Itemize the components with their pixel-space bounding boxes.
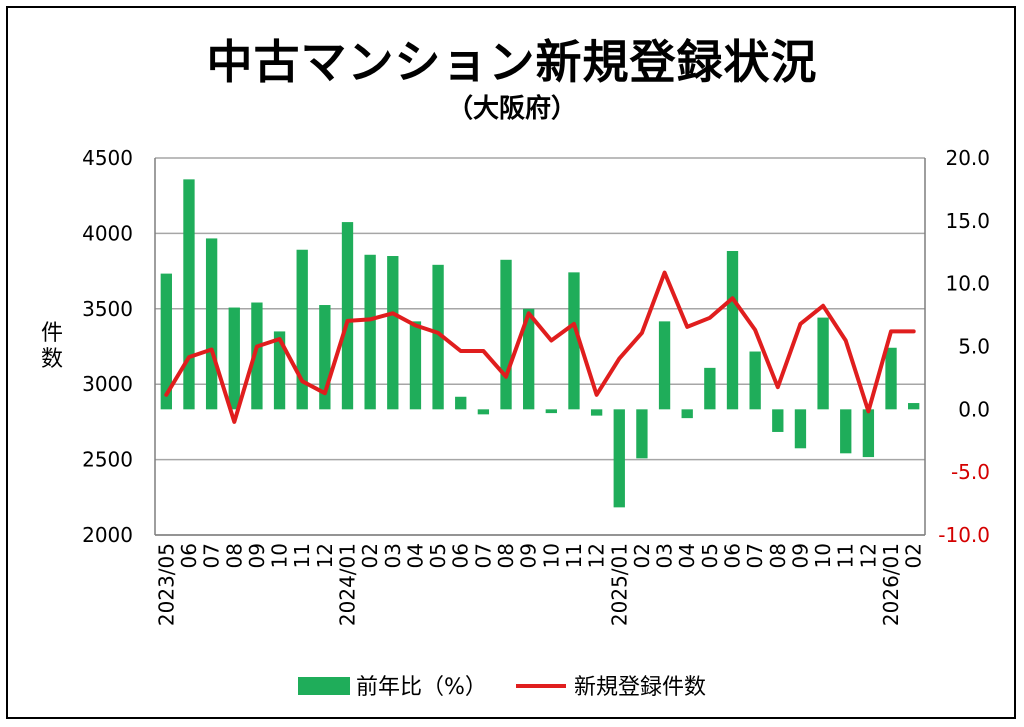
legend-bar-swatch [298,677,350,695]
bar [364,254,376,410]
bar [862,409,875,458]
x-tick-label: 11 [562,543,586,568]
x-tick-label: 09 [517,543,541,568]
right-axis-ticks: 20.0 15.0 10.0 5.0 0.0 -5.0 -10.0 [938,146,990,547]
bar [228,307,240,410]
x-tick-label: 05 [426,543,450,568]
x-tick-label: 11 [834,543,858,568]
chart-subtitle: （大阪府） [446,94,577,124]
bar [432,264,444,410]
bar [409,321,422,410]
legend-line-label: 新規登録件数 [574,675,706,700]
x-tick-label: 06 [721,543,745,568]
x-tick-label: 03 [381,543,405,568]
x-tick-label: 06 [449,543,473,568]
bar [772,409,784,432]
left-axis-label-char: 件 [41,321,63,346]
bar [296,249,308,410]
x-tick-label: 07 [743,543,767,568]
bar [273,331,286,410]
x-tick-label: 10 [539,543,563,568]
bar [908,403,920,410]
legend-bar-label: 前年比（%） [356,675,487,700]
right-tick-label: 10.0 [945,272,990,296]
x-tick-label: 05 [698,543,722,568]
right-tick-label: 0.0 [958,397,990,421]
bar [794,409,807,449]
bar [477,409,490,415]
bar [319,305,331,410]
x-tick-label: 04 [403,543,427,568]
right-tick-label: 15.0 [945,209,990,233]
right-tick-label: 5.0 [958,335,990,359]
bar [251,302,263,410]
legend: 前年比（%） 新規登録件数 [298,675,706,700]
x-tick-label: 02 [630,543,654,568]
bar [658,321,671,410]
bar [160,273,172,410]
x-tick-label: 12 [856,543,880,568]
x-tick-label: 02 [358,543,382,568]
x-tick-label: 03 [653,543,677,568]
bar [840,409,852,454]
x-tick-label: 07 [471,543,495,568]
x-tick-label: 2024/01 [336,543,360,626]
bar [523,308,535,410]
left-tick-label: 2000 [82,523,133,547]
left-axis-label-char: 数 [41,347,63,372]
bar [636,409,648,459]
x-tick-label: 10 [811,543,835,568]
bar [205,238,218,410]
x-tick-label: 06 [177,543,201,568]
x-tick-label: 12 [313,543,337,568]
gridlines [155,157,925,536]
axes [154,158,926,536]
bar [568,272,580,410]
line-series-path [164,270,916,424]
bar [817,317,829,410]
line-series [164,270,916,424]
bar-series [160,179,920,508]
left-tick-label: 4000 [82,221,133,245]
x-tick-label: 10 [268,543,292,568]
x-tick-label: 11 [290,543,314,568]
chart-title: 中古マンション新規登録状況 [206,35,818,89]
x-tick-label: 2023/05 [154,543,178,626]
left-tick-label: 2500 [82,448,133,472]
left-tick-label: 4500 [82,146,133,170]
bar [341,222,354,410]
bar [590,409,603,416]
x-tick-label: 08 [494,543,518,568]
right-tick-label: 20.0 [945,146,990,170]
x-tick-label: 09 [245,543,269,568]
bar [455,396,467,410]
x-tick-label: 08 [222,543,246,568]
left-axis-label: 件数 [41,321,63,372]
bar [545,409,557,414]
bar [681,409,693,419]
x-tick-label: 08 [766,543,790,568]
bar [613,409,625,508]
x-tick-label: 04 [675,543,699,568]
bar [749,351,761,410]
left-axis-ticks: 4500 4000 3500 3000 2500 2000 [82,146,133,547]
bar [885,347,897,410]
bar [704,367,716,410]
left-tick-label: 3500 [82,297,133,321]
bar [387,256,399,410]
bar [726,250,739,410]
bar [500,259,512,410]
x-tick-label: 2026/01 [879,543,903,626]
right-tick-label: -10.0 [938,523,990,547]
right-tick-label: -5.0 [951,460,990,484]
x-tick-label: 2025/01 [607,543,631,626]
x-axis-ticks: 2023/05060708091011122024/01020304050607… [154,543,925,626]
x-tick-label: 07 [200,543,224,568]
left-tick-label: 3000 [82,372,133,396]
bar [183,179,195,410]
x-tick-label: 12 [585,543,609,568]
x-tick-label: 02 [902,543,926,568]
x-tick-label: 09 [788,543,812,568]
